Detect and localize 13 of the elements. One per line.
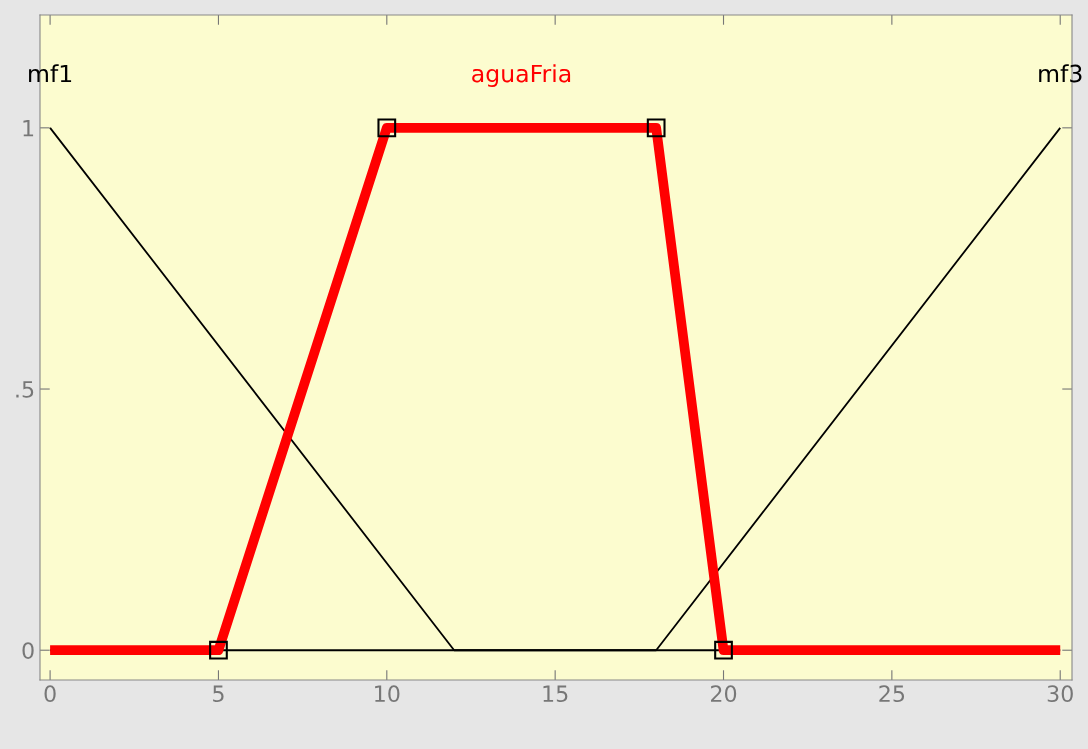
text: mf3 <box>1039 64 1082 83</box>
text: mf1 <box>29 64 72 83</box>
x-tick-label: 25 <box>879 685 905 703</box>
x-tick-label: 10 <box>375 685 400 703</box>
x-tick-label: 15 <box>543 685 568 703</box>
x-tick-label: 5 <box>213 685 224 703</box>
x-tick-label: 20 <box>711 685 737 703</box>
y-tick-label: .5 <box>16 381 34 398</box>
y-tick-label: 0 <box>22 642 34 659</box>
y-tick-label: 1 <box>23 120 34 137</box>
x-tick-label: 0 <box>44 685 56 703</box>
series-label: aguaFria <box>472 64 571 88</box>
x-tick-label: 30 <box>1047 685 1073 703</box>
